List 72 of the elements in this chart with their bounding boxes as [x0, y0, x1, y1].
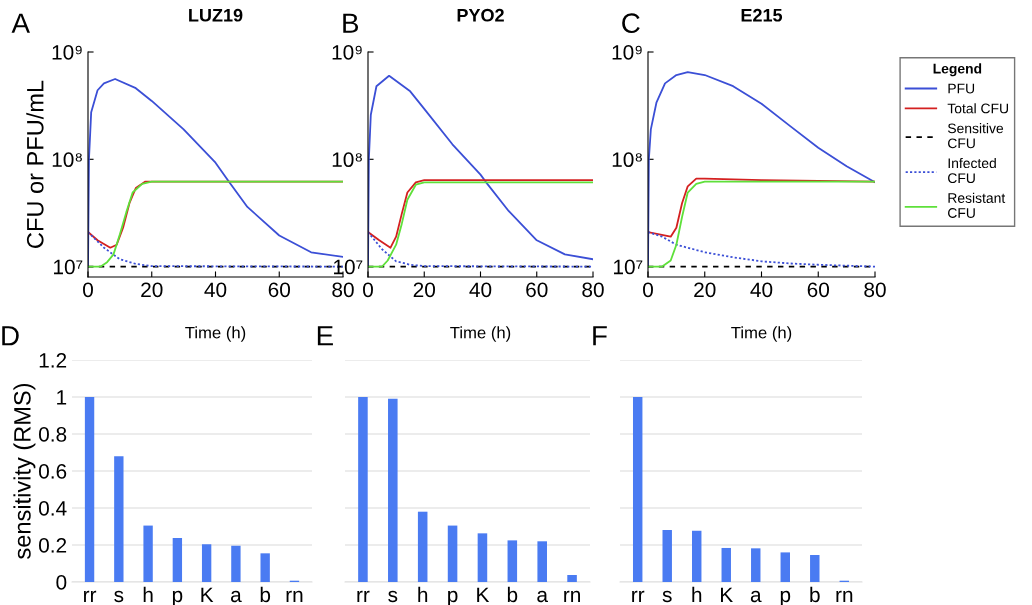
x-tick-label: 0	[643, 282, 653, 298]
y-tick-label: 0	[56, 575, 67, 590]
x-tick-label: 80	[582, 282, 604, 298]
x-tick-label: 20	[694, 282, 716, 298]
text: A	[11, 13, 30, 33]
legend-label: Sensitive CFU	[947, 123, 1004, 149]
x-axis-title: Time (h)	[731, 326, 792, 342]
x-tick-label: K	[201, 587, 214, 602]
x-tick-label: 80	[332, 282, 354, 298]
x-tick-label: s	[388, 590, 398, 603]
x-tick-label: 40	[204, 282, 227, 298]
x-tick-label: 60	[526, 282, 548, 298]
y-tick-label: 1	[57, 390, 67, 405]
x-tick-label: 60	[268, 282, 291, 298]
x-tick-label: a	[537, 590, 548, 603]
text: E	[317, 326, 333, 346]
x-tick-label: a	[750, 590, 762, 603]
x-tick-label: 20	[141, 282, 163, 298]
y-tick-label: 10⁹	[332, 45, 362, 60]
x-tick-label: b	[260, 586, 271, 603]
x-tick-label: rn	[286, 590, 303, 602]
x-tick-label: 80	[864, 282, 886, 298]
x-tick-label: s	[114, 590, 124, 603]
y-tick-label: 10⁷	[334, 259, 363, 275]
y-tick-label: 10⁹	[52, 45, 82, 60]
y-tick-label: 1.2	[39, 353, 67, 368]
x-tick-label: h	[692, 586, 702, 602]
x-tick-label: rr	[84, 590, 97, 602]
x-axis-title: Time (h)	[185, 326, 246, 342]
x-tick-label: a	[231, 590, 242, 603]
x-tick-label: rr	[632, 590, 645, 602]
x-tick-label: K	[477, 587, 490, 602]
text: F	[593, 326, 607, 346]
x-tick-label: rn	[836, 590, 853, 602]
y-tick-label: 0.4	[38, 501, 67, 516]
legend-label: Resistant CFU	[948, 192, 1006, 218]
y-axis-title: sensitivity (RMS)	[13, 383, 36, 559]
x-tick-label: 40	[469, 282, 492, 298]
chart-title: PYO2	[457, 8, 504, 22]
y-tick-label: 0.8	[38, 427, 67, 442]
x-tick-label: 0	[83, 282, 93, 298]
x-tick-label: b	[507, 586, 518, 603]
x-tick-label: h	[418, 586, 428, 602]
x-tick-label: rr	[357, 590, 370, 602]
x-tick-label: K	[721, 587, 733, 602]
legend-label: Infected CFU	[948, 157, 996, 184]
chart-title: E215	[741, 8, 783, 22]
y-axis-title: CFU or PFU/mL	[26, 80, 44, 248]
y-tick-label: 0.6	[38, 464, 67, 479]
x-tick-label: 0	[363, 282, 373, 298]
chart-title: LUZ19	[189, 8, 243, 22]
x-tick-label: 40	[750, 282, 773, 298]
text: C	[622, 13, 640, 34]
y-tick-label: 0.2	[38, 538, 67, 553]
y-tick-label: 10⁸	[52, 152, 82, 168]
text: B	[343, 13, 359, 33]
x-axis-title: Time (h)	[450, 326, 511, 342]
y-tick-label: 10⁷	[54, 259, 83, 275]
y-tick-label: 10⁸	[612, 152, 642, 168]
x-tick-label: s	[662, 590, 672, 603]
x-tick-label: 60	[807, 282, 830, 298]
x-tick-label: b	[810, 586, 820, 603]
legend-label: Total CFU	[947, 103, 1008, 114]
text: D	[2, 326, 19, 346]
y-tick-label: 10⁸	[332, 152, 362, 168]
y-tick-label: 10⁹	[612, 45, 642, 60]
y-tick-label: 10⁷	[614, 259, 643, 275]
x-tick-label: 20	[413, 282, 436, 298]
legend-title: Legend	[933, 63, 982, 77]
x-tick-label: h	[143, 586, 153, 602]
legend-label: PFU	[948, 83, 975, 94]
x-tick-label: rn	[564, 590, 580, 602]
